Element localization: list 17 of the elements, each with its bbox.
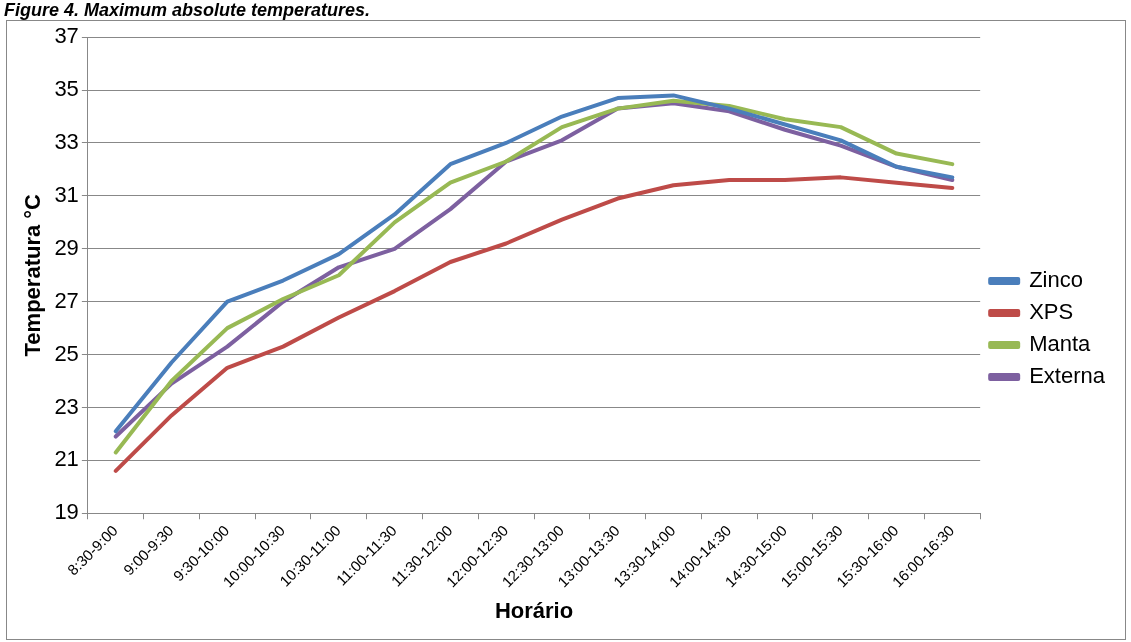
legend-label: Externa: [1029, 363, 1106, 389]
y-tick-label: 25: [54, 340, 79, 366]
y-tick-label: 31: [54, 181, 79, 207]
y-tick-label: 23: [54, 393, 79, 419]
x-axis-title: Horário: [494, 597, 574, 623]
y-tick-label: 19: [54, 499, 79, 525]
y-tick-label: 33: [54, 129, 79, 155]
y-tick-label: 35: [54, 76, 79, 102]
y-axis-title: Temperatura °C: [20, 193, 46, 357]
legend-label: Zinco: [1029, 267, 1083, 293]
y-tick-label: 21: [54, 446, 79, 472]
legend-label: XPS: [1029, 299, 1074, 325]
y-tick-label: 29: [54, 234, 79, 260]
y-tick-label: 27: [54, 287, 79, 313]
legend-label: Manta: [1029, 331, 1092, 357]
chart-title: Figure 4. Maximum absolute temperatures.: [4, 0, 371, 20]
y-tick-label: 37: [54, 23, 79, 49]
